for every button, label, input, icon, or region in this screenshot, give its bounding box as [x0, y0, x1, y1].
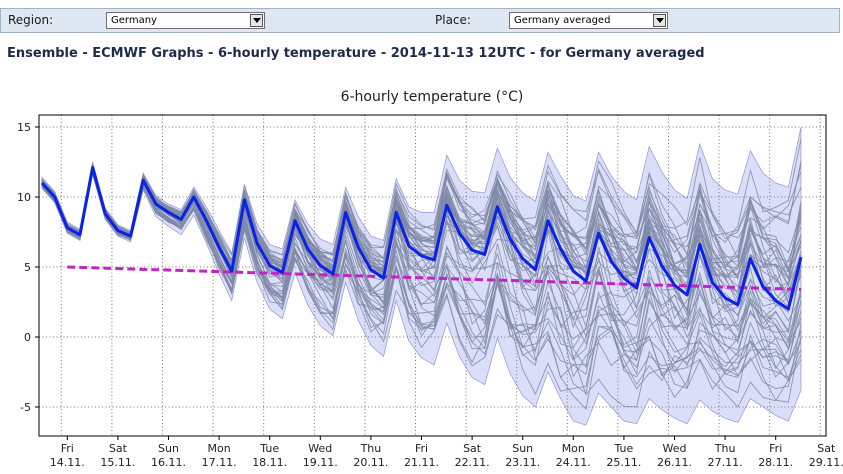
x-tick-day: Mon: [562, 442, 585, 455]
region-select-value: Germany: [111, 15, 157, 26]
x-tick-date: 19.11.: [303, 456, 338, 469]
x-tick-day: Fri: [61, 442, 74, 455]
x-tick-date: 18.11.: [252, 456, 287, 469]
ensemble-member-line: [41, 173, 802, 408]
x-tick-day: Wed: [663, 442, 687, 455]
x-tick-date: 15.11.: [100, 456, 135, 469]
ensemble-member-line: [41, 166, 802, 287]
x-tick-date: 22.11.: [455, 456, 490, 469]
chevron-down-icon[interactable]: [250, 14, 263, 27]
ensemble-member-line: [41, 165, 802, 288]
page-title: Ensemble - ECMWF Graphs - 6-hourly tempe…: [7, 46, 705, 61]
x-tick-day: Fri: [769, 442, 782, 455]
x-tick-day: Mon: [207, 442, 230, 455]
x-tick-day: Sun: [512, 442, 533, 455]
x-tick-day: Wed: [308, 442, 332, 455]
x-tick-day: Fri: [415, 442, 428, 455]
climate-mean-line: [67, 265, 802, 291]
y-tick-label: 15: [17, 121, 31, 134]
x-tick-date: 23.11.: [505, 456, 540, 469]
y-tick-label: 10: [17, 191, 31, 204]
x-tick-day: Sat: [109, 442, 128, 455]
x-tick-date: 29.11.: [809, 456, 843, 469]
ensemble-member-line: [41, 166, 802, 313]
x-tick-day: Sun: [158, 442, 179, 455]
x-tick-date: 28.11.: [758, 456, 793, 469]
x-tick-date: 20.11.: [353, 456, 388, 469]
x-tick-day: Thu: [714, 442, 736, 455]
x-tick-date: 14.11.: [50, 456, 85, 469]
x-tick-date: 21.11.: [404, 456, 439, 469]
ensemble-member-line: [41, 171, 802, 394]
x-tick-day: Sat: [817, 442, 836, 455]
region-select[interactable]: Germany: [106, 12, 265, 29]
control-bar: Region: Germany Place: Germany averaged: [0, 8, 840, 33]
chevron-down-icon[interactable]: [653, 14, 666, 27]
place-label: Place:: [435, 13, 471, 27]
y-tick-label: -5: [20, 401, 31, 414]
ensemble-member-line: [41, 171, 802, 410]
ensemble-member-line: [41, 173, 802, 381]
place-select-value: Germany averaged: [514, 15, 611, 26]
x-tick-date: 26.11.: [657, 456, 692, 469]
plot-frame: [38, 114, 827, 437]
x-tick-date: 27.11.: [708, 456, 743, 469]
ensemble-member-line: [41, 168, 802, 329]
y-tick-label: 0: [24, 331, 31, 344]
x-tick-day: Tue: [614, 442, 634, 455]
ensemble-member-line: [41, 170, 802, 378]
ensemble-member-line: [41, 165, 802, 307]
x-tick-date: 25.11.: [606, 456, 641, 469]
y-tick-label: 5: [24, 261, 31, 274]
place-select[interactable]: Germany averaged: [509, 12, 668, 29]
ensemble-member-line: [41, 165, 802, 264]
x-tick-day: Sat: [463, 442, 482, 455]
region-label: Region:: [8, 13, 54, 27]
x-tick-day: Thu: [360, 442, 382, 455]
x-tick-day: Tue: [259, 442, 279, 455]
x-tick-date: 16.11.: [151, 456, 186, 469]
x-tick-date: 24.11.: [556, 456, 591, 469]
chart-title: 6-hourly temperature (°C): [341, 89, 524, 105]
x-tick-date: 17.11.: [202, 456, 237, 469]
